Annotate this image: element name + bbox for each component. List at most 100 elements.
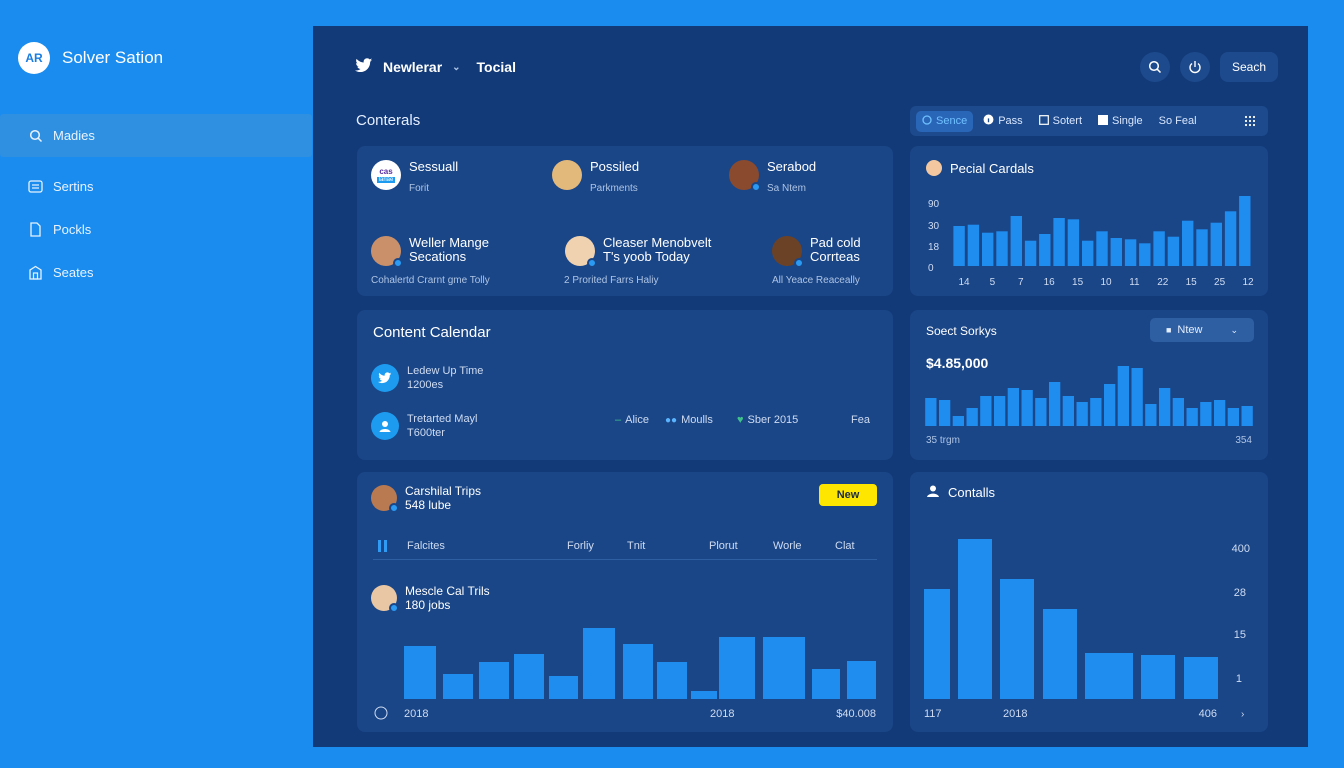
brand[interactable]: AR Solver Sation — [18, 42, 163, 74]
chart-bar[interactable] — [1062, 396, 1074, 426]
chevron-down-icon[interactable]: ⌄ — [452, 61, 461, 73]
chart-bar[interactable] — [657, 662, 687, 699]
sidebar-item-seates[interactable]: Seates — [0, 251, 312, 294]
chart-bar[interactable] — [1124, 239, 1137, 266]
chart-bar[interactable] — [1153, 231, 1165, 266]
grid-menu-icon[interactable] — [1238, 111, 1262, 131]
column-header[interactable]: Worle — [773, 540, 802, 552]
chart-bar[interactable] — [1186, 408, 1198, 426]
chart-bar[interactable] — [1024, 240, 1037, 266]
chart-bar[interactable] — [1182, 220, 1194, 266]
chart-bar[interactable] — [1210, 222, 1222, 266]
chart-bar[interactable] — [1039, 234, 1051, 266]
chart-bar[interactable] — [966, 408, 978, 426]
chart-bar[interactable] — [1227, 408, 1239, 426]
chart-bar[interactable] — [1096, 231, 1108, 266]
chart-bar[interactable] — [1010, 216, 1022, 266]
chart-bar[interactable] — [1172, 398, 1184, 426]
chart-bar[interactable] — [1043, 609, 1077, 699]
chart-bar[interactable] — [691, 691, 717, 699]
column-header[interactable]: Falcites — [407, 540, 445, 552]
chart-bar[interactable] — [1167, 236, 1180, 266]
chart-bar[interactable] — [1007, 388, 1019, 426]
chart-bar[interactable] — [952, 416, 964, 426]
new-badge-button[interactable]: New — [819, 484, 877, 506]
chart-bar[interactable] — [1214, 400, 1226, 426]
chart-bar[interactable] — [514, 654, 544, 699]
chart-bar[interactable] — [924, 589, 950, 699]
chart-bar[interactable] — [1090, 398, 1102, 426]
chart-bar[interactable] — [1110, 238, 1122, 266]
chart-bar[interactable] — [1145, 404, 1157, 426]
chart-bar[interactable] — [1117, 366, 1129, 426]
chart-bar[interactable] — [953, 226, 965, 266]
period-dropdown[interactable]: ■ Ntew ⌄ — [1150, 318, 1254, 342]
chart-bar[interactable] — [549, 676, 578, 699]
filter-sotert[interactable]: Sotert — [1033, 111, 1088, 132]
table-row[interactable]: Mescle Cal Trils 180 jobs — [371, 584, 490, 613]
chart-bar[interactable] — [1196, 229, 1208, 266]
chart-bar[interactable] — [1035, 398, 1047, 426]
chart-bar[interactable] — [1139, 243, 1151, 266]
column-header[interactable]: Forliy — [567, 540, 594, 552]
chart-bar[interactable] — [1141, 655, 1175, 699]
filter-pass[interactable]: Pass — [977, 110, 1028, 132]
chart-bar[interactable] — [1159, 388, 1171, 426]
chart-bar[interactable] — [967, 224, 980, 266]
app-subtitle[interactable]: Tocial — [476, 59, 516, 75]
chart-bar[interactable] — [1053, 218, 1065, 266]
column-header[interactable]: Plorut — [709, 540, 738, 552]
sidebar-item-pockls[interactable]: Pockls — [0, 208, 312, 251]
chart-bar[interactable] — [623, 644, 653, 699]
chart-bar[interactable] — [812, 669, 840, 699]
contact-card[interactable]: Serabod Sa Ntem — [729, 160, 816, 194]
sidebar-item-madies[interactable]: Madies — [0, 114, 312, 157]
contact-card[interactable]: cas lariae Sessuall Forit — [371, 160, 458, 194]
chart-bar[interactable] — [1131, 368, 1143, 426]
contact-card[interactable]: Pad cold Corrteas — [772, 236, 861, 268]
chart-bar[interactable] — [980, 396, 992, 426]
chart-bar[interactable] — [1000, 579, 1034, 699]
contact-card[interactable]: Weller Mange Secations — [371, 236, 489, 268]
chart-bar[interactable] — [1067, 219, 1080, 266]
filter-sence[interactable]: Sence — [916, 110, 974, 132]
chart-bar[interactable] — [1200, 402, 1212, 426]
chart-bar[interactable] — [1224, 211, 1237, 266]
chart-bar[interactable] — [1076, 402, 1088, 426]
chart-bar[interactable] — [994, 396, 1006, 426]
filter-single[interactable]: Single — [1092, 111, 1149, 132]
contact-card[interactable]: Possiled Parkments — [552, 160, 639, 194]
chart-bar[interactable] — [847, 661, 876, 699]
sidebar-item-sertins[interactable]: Sertins — [0, 165, 312, 208]
power-icon-button[interactable] — [1179, 52, 1210, 82]
filter-so-feal[interactable]: So Feal — [1153, 111, 1203, 131]
chart-bar[interactable] — [583, 628, 615, 699]
column-header[interactable]: Tnit — [627, 540, 646, 552]
chart-bar[interactable] — [1021, 390, 1033, 426]
legend-item[interactable]: Fea — [851, 414, 870, 426]
chart-bar[interactable] — [404, 646, 436, 699]
chart-bar[interactable] — [1184, 657, 1218, 699]
chart-bar[interactable] — [925, 398, 937, 426]
chart-bar[interactable] — [1104, 384, 1116, 426]
chart-bar[interactable] — [763, 637, 805, 699]
chart-bar[interactable] — [939, 400, 951, 426]
chart-bar[interactable] — [1239, 196, 1251, 266]
app-title[interactable]: Newlerar — [383, 59, 443, 75]
chart-bar[interactable] — [1241, 406, 1253, 426]
column-header[interactable]: Clat — [835, 540, 855, 552]
chart-bar[interactable] — [1049, 382, 1061, 426]
chart-bar[interactable] — [719, 637, 755, 699]
chart-bar[interactable] — [443, 674, 473, 699]
search-icon-button[interactable] — [1139, 52, 1170, 82]
chart-bar[interactable] — [982, 232, 994, 266]
chart-bar[interactable] — [958, 539, 992, 699]
chart-bar[interactable] — [1082, 240, 1094, 266]
contact-card[interactable]: Cleaser Menobvelt T's yoob Today — [565, 236, 711, 268]
chart-bar[interactable] — [1085, 653, 1133, 699]
calendar-row[interactable]: Tretarted Mayl T600ter — [371, 412, 478, 440]
chart-bar[interactable] — [479, 662, 509, 699]
chart-bar[interactable] — [996, 231, 1008, 266]
calendar-row[interactable]: Ledew Up Time 1200es — [371, 364, 483, 392]
search-button[interactable]: Seach — [1219, 52, 1278, 82]
